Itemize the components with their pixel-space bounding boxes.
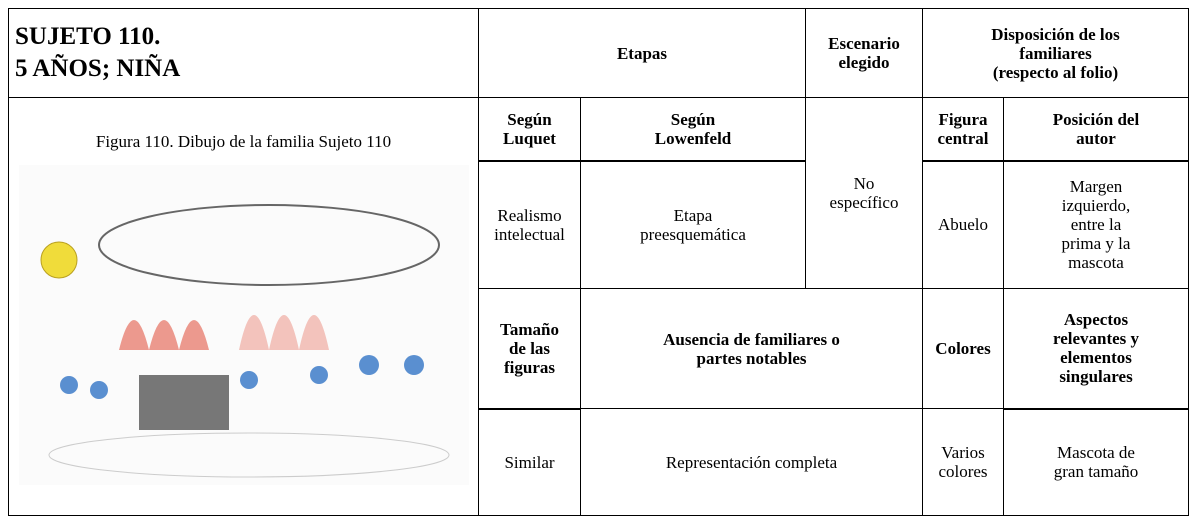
text: izquierdo, (1061, 196, 1131, 216)
text: Posición del (1052, 109, 1140, 129)
text: Mascota de (1057, 443, 1135, 463)
text: autor (1076, 128, 1116, 148)
text: Figura (938, 109, 988, 129)
text: mascota (1068, 253, 1124, 273)
subheader: Según Lowenfeld (580, 97, 806, 162)
subheader: Según Luquet (478, 97, 581, 162)
cell: Realismo intelectual (478, 160, 581, 289)
text: Tamaño (500, 319, 559, 339)
title: SUJETO 110. 5 AÑOS; NIÑA (8, 8, 479, 98)
cell: No específico (805, 97, 923, 289)
subheader: Ausencia de familiares o partes notables (580, 288, 923, 409)
caption: Figura 110. Dibujo de la familia Sujeto … (95, 132, 392, 151)
text: específico (829, 193, 899, 212)
text: (respecto al folio) (992, 62, 1119, 82)
cell: Etapa preesquemática (580, 160, 806, 289)
cell: Similar (478, 408, 581, 516)
text: Según (507, 109, 552, 129)
text: Escenario (828, 34, 900, 53)
text: figuras (504, 357, 555, 377)
header-cell: Disposición de los familiares (respecto al… (922, 8, 1189, 98)
text: gran tamaño (1053, 462, 1139, 482)
text: Realismo (497, 205, 562, 225)
text: elegido (838, 53, 890, 72)
text: Aspectos (1063, 310, 1129, 330)
text: Luquet (503, 128, 556, 148)
subheader: Figura central (922, 97, 1004, 162)
cell: Varios colores (922, 408, 1004, 516)
drawing (18, 165, 469, 485)
text: singulares (1059, 367, 1133, 387)
header-cell: Escenario elegido (805, 8, 923, 98)
text: elementos (1060, 348, 1132, 368)
text: Según (670, 109, 716, 129)
text: Etapa (673, 205, 713, 225)
text: preesquemática (640, 224, 746, 244)
text: Lowenfeld (654, 128, 732, 148)
subheader: Aspectos relevantes y elementos singulares (1003, 288, 1189, 410)
text: de las (508, 338, 551, 358)
text: Margen (1069, 177, 1123, 197)
text: intelectual (494, 224, 565, 244)
text: Disposición de los (991, 24, 1120, 44)
text: entre la (1070, 215, 1122, 235)
title-line: 5 AÑOS; NIÑA (15, 55, 181, 82)
cell: Mascota de gran tamaño (1003, 408, 1189, 516)
subheader: Tamaño de las figuras (478, 288, 581, 410)
text: Ausencia de familiares o (663, 329, 840, 349)
header-cell: Etapas (478, 8, 806, 98)
text: central (937, 128, 989, 148)
text: relevantes y (1052, 329, 1140, 349)
figure-cell: Figura 110. Dibujo de la familia Sujeto … (8, 97, 479, 516)
subheader: Posición del autor (1003, 97, 1189, 162)
text: prima y la (1061, 234, 1131, 254)
text: colores (938, 462, 988, 481)
title-line: SUJETO 110. (15, 23, 161, 50)
cell: Abuelo (922, 160, 1004, 289)
subject-table: SUJETO 110. 5 AÑOS; NIÑA Etapas Escenario… (8, 8, 1189, 516)
text: partes notables (696, 348, 807, 368)
cell: Representación completa (580, 408, 923, 516)
text: No (853, 174, 875, 193)
subheader: Colores (922, 288, 1004, 409)
cell: Margen izquierdo, entre la prima y la mascot… (1003, 160, 1189, 289)
text: familiares (1019, 43, 1092, 63)
text: Varios (941, 443, 985, 462)
